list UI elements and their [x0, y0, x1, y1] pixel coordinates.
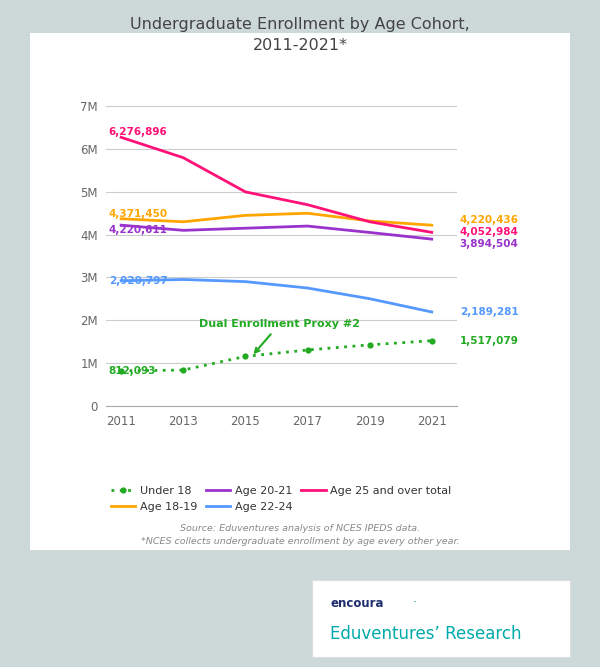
Legend: Under 18, Age 18-19, Age 20-21, Age 22-24, Age 25 and over total: Under 18, Age 18-19, Age 20-21, Age 22-2…: [106, 482, 456, 516]
Text: 2,189,281: 2,189,281: [460, 307, 518, 317]
Text: 4,220,611: 4,220,611: [109, 225, 167, 235]
Text: 2,920,797: 2,920,797: [109, 275, 167, 285]
Text: 6,276,896: 6,276,896: [109, 127, 167, 137]
Text: Eduventures’ Research: Eduventures’ Research: [330, 625, 521, 643]
Text: 4,371,450: 4,371,450: [109, 209, 168, 219]
Text: ·: ·: [413, 596, 416, 608]
Text: 812,093: 812,093: [109, 366, 156, 376]
Text: *NCES collects undergraduate enrollment by age every other year.: *NCES collects undergraduate enrollment …: [141, 537, 459, 546]
Text: encoura: encoura: [330, 597, 383, 610]
Text: Source: Eduventures analysis of NCES IPEDS data.: Source: Eduventures analysis of NCES IPE…: [180, 524, 420, 532]
Text: 1,517,079: 1,517,079: [460, 336, 518, 346]
Text: Dual Enrollment Proxy #2: Dual Enrollment Proxy #2: [199, 319, 360, 353]
Text: 4,052,984: 4,052,984: [460, 227, 518, 237]
Text: Undergraduate Enrollment by Age Cohort,
2011-2021*: Undergraduate Enrollment by Age Cohort, …: [130, 17, 470, 53]
Text: 4,220,436: 4,220,436: [460, 215, 519, 225]
Text: 3,894,504: 3,894,504: [460, 239, 518, 249]
